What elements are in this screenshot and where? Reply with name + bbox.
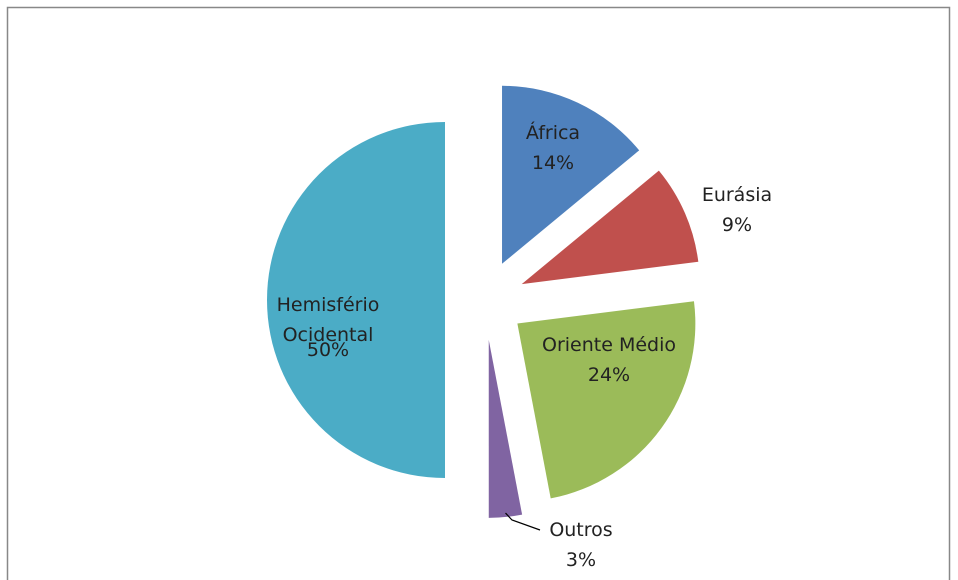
slice-value-label: 14% (531, 152, 575, 174)
slice-label: Hemisfério Ocidental (276, 294, 380, 346)
slice-value-label: 9% (721, 214, 753, 236)
pie-slice (517, 301, 696, 499)
slice-value-label: 50% (306, 339, 350, 361)
slice-label: Eurásia (701, 184, 773, 206)
slice-label: Outros (549, 519, 613, 541)
pie-slice (521, 170, 699, 285)
slice-value-label: 3% (565, 549, 597, 571)
pie-slice (267, 122, 445, 478)
slice-label: Oriente Médio (541, 334, 676, 356)
pie-slice (502, 85, 640, 264)
slice-value-label: 24% (587, 364, 631, 386)
pie-slice (488, 339, 523, 518)
slice-label: África (525, 122, 581, 144)
chart-frame (6, 6, 951, 580)
leader-line (505, 512, 541, 531)
